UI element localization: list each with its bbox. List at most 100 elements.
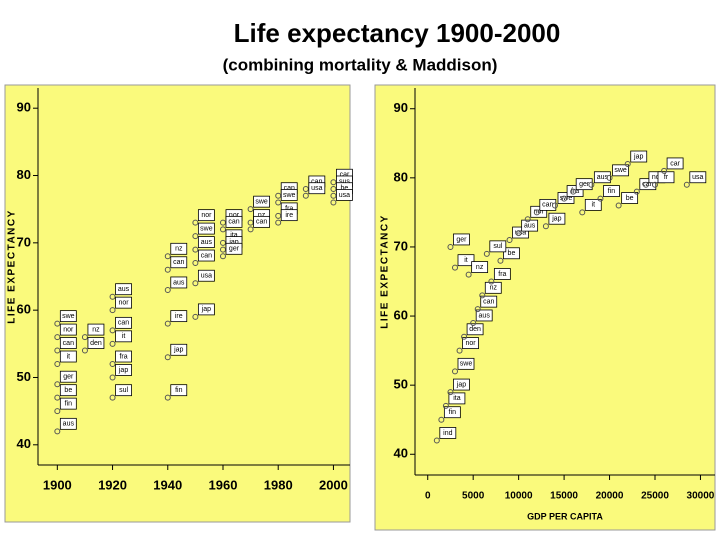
point-label: ger <box>456 236 467 243</box>
data-point <box>164 253 171 260</box>
point-label-box <box>197 222 215 235</box>
point-label: swe <box>200 225 213 232</box>
point-label: nor <box>201 212 212 219</box>
point-label: nz <box>258 212 266 219</box>
data-point <box>164 394 171 401</box>
point-label: fra <box>571 188 579 195</box>
point-label: ita <box>453 395 461 402</box>
data-point <box>524 216 531 223</box>
data-point <box>479 292 486 299</box>
data-point <box>615 202 622 209</box>
data-point <box>470 319 477 326</box>
point-label-box <box>59 310 77 323</box>
y-tick-label: 70 <box>17 234 31 249</box>
data-point <box>683 181 690 188</box>
point-label: usa <box>201 273 212 280</box>
plot-background <box>4 84 351 523</box>
data-point <box>515 230 522 237</box>
point-label-box <box>584 198 602 211</box>
point-label: nz <box>476 264 484 271</box>
point-label: ger <box>229 246 240 253</box>
data-point <box>579 209 586 216</box>
point-label: can <box>642 181 653 188</box>
data-point <box>488 278 495 285</box>
data-point <box>330 199 337 206</box>
data-point <box>302 185 309 192</box>
data-point <box>219 246 226 253</box>
point-label: aus <box>597 174 609 181</box>
point-label: jap <box>551 216 561 223</box>
data-point <box>461 333 468 340</box>
point-label: ind <box>443 430 452 437</box>
point-label-box <box>448 392 466 405</box>
data-point <box>633 188 640 195</box>
point-label: aus <box>63 421 75 428</box>
point-label: sul <box>493 243 502 250</box>
data-point <box>474 306 481 313</box>
data-point <box>442 402 449 409</box>
data-point <box>81 334 88 341</box>
point-label-box <box>689 171 707 184</box>
x-tick-label: 20000 <box>596 491 624 502</box>
y-tick-label: 40 <box>394 446 408 461</box>
point-label: be <box>626 195 634 202</box>
data-point <box>497 257 504 264</box>
point-label: car <box>670 160 680 167</box>
point-label: nor <box>118 300 129 307</box>
point-label-box <box>170 343 188 356</box>
point-label: can <box>173 259 184 266</box>
y-tick-label: 40 <box>17 436 31 451</box>
data-point <box>588 181 595 188</box>
point-label: nz <box>490 285 498 292</box>
data-point <box>275 212 282 219</box>
point-label-box <box>115 350 132 363</box>
point-label: jap <box>118 367 128 374</box>
data-point <box>164 320 171 327</box>
point-label: den <box>469 326 481 333</box>
point-label-box <box>115 384 132 397</box>
point-label: ger <box>63 374 74 381</box>
data-point <box>247 206 254 213</box>
point-label-box <box>512 226 529 239</box>
point-label-box <box>59 350 77 363</box>
point-label-box <box>197 209 215 222</box>
y-axis-label: LIFE EXPECTANCY <box>7 209 18 324</box>
point-label: aus <box>479 312 491 319</box>
data-point <box>483 250 490 257</box>
data-point <box>109 327 116 334</box>
point-label: can <box>228 219 239 226</box>
plot-background <box>374 84 716 531</box>
data-point <box>542 223 549 230</box>
point-label: car <box>340 172 350 179</box>
point-label: jap <box>228 239 238 246</box>
data-point <box>661 167 668 174</box>
x-tick-label: 30000 <box>687 491 715 502</box>
x-tick-label: 0 <box>425 491 431 502</box>
point-label: nor <box>63 326 74 333</box>
point-label-box <box>453 378 470 391</box>
point-label: usa <box>311 185 322 192</box>
point-label: nz <box>92 326 100 333</box>
point-label: usa <box>339 192 350 199</box>
point-label-box <box>530 205 548 218</box>
point-label: aus <box>524 222 536 229</box>
data-point <box>561 195 568 202</box>
data-point <box>438 416 445 423</box>
point-label-box <box>457 254 475 267</box>
data-point <box>247 226 254 233</box>
point-label: sul <box>119 387 128 394</box>
data-point <box>54 394 61 401</box>
point-label: swe <box>460 361 473 368</box>
point-label: nor <box>465 340 476 347</box>
point-label-box <box>475 309 493 322</box>
point-label-box <box>457 357 475 370</box>
point-label-box <box>336 189 353 201</box>
point-label-box <box>593 171 611 184</box>
point-label: jap <box>173 347 183 354</box>
point-label-box <box>59 417 77 430</box>
data-point <box>275 199 282 206</box>
data-point <box>54 347 61 354</box>
point-label: fin <box>608 188 616 195</box>
data-point <box>330 185 337 192</box>
point-label-box <box>115 330 132 343</box>
